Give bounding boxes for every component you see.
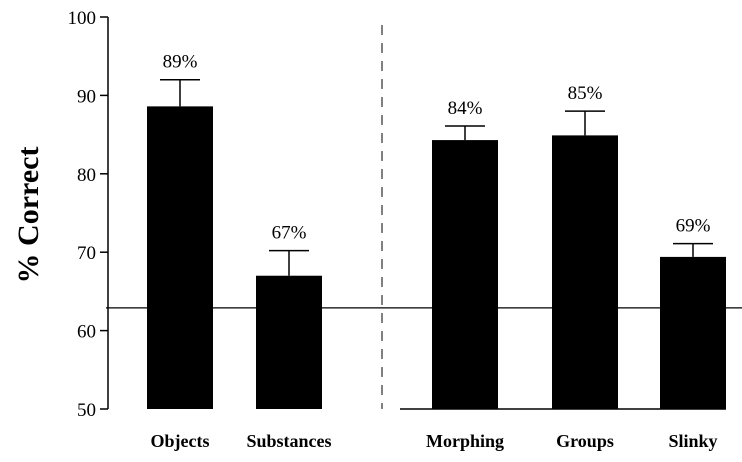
y-tick-label: 70 (77, 243, 96, 264)
labels: 89% Objects 67% Substances 84% Morphing 85% Gro… (151, 52, 718, 451)
bar (147, 106, 213, 409)
y-tick-label: 60 (77, 322, 96, 343)
y-tick-label: 90 (77, 86, 96, 107)
y-tick-label: 80 (77, 165, 96, 186)
y-tick-label: 100 (68, 8, 97, 29)
y-axis-title: % Correct (12, 147, 45, 284)
bar (432, 140, 498, 409)
data-label: 89% (163, 52, 198, 73)
data-label: 67% (272, 223, 307, 244)
category-label: Substances (246, 431, 331, 451)
y-tick-label: 50 (77, 400, 96, 421)
category-label: Slinky (668, 431, 717, 451)
category-label: Objects (151, 431, 210, 451)
category-label: Groups (556, 431, 614, 451)
bars (106, 78, 742, 409)
bar (256, 275, 322, 409)
data-label: 85% (568, 83, 603, 104)
bar (660, 256, 726, 409)
bar (552, 135, 618, 409)
category-label: Morphing (426, 431, 504, 451)
data-label: 69% (676, 216, 711, 237)
data-label: 84% (448, 98, 483, 119)
